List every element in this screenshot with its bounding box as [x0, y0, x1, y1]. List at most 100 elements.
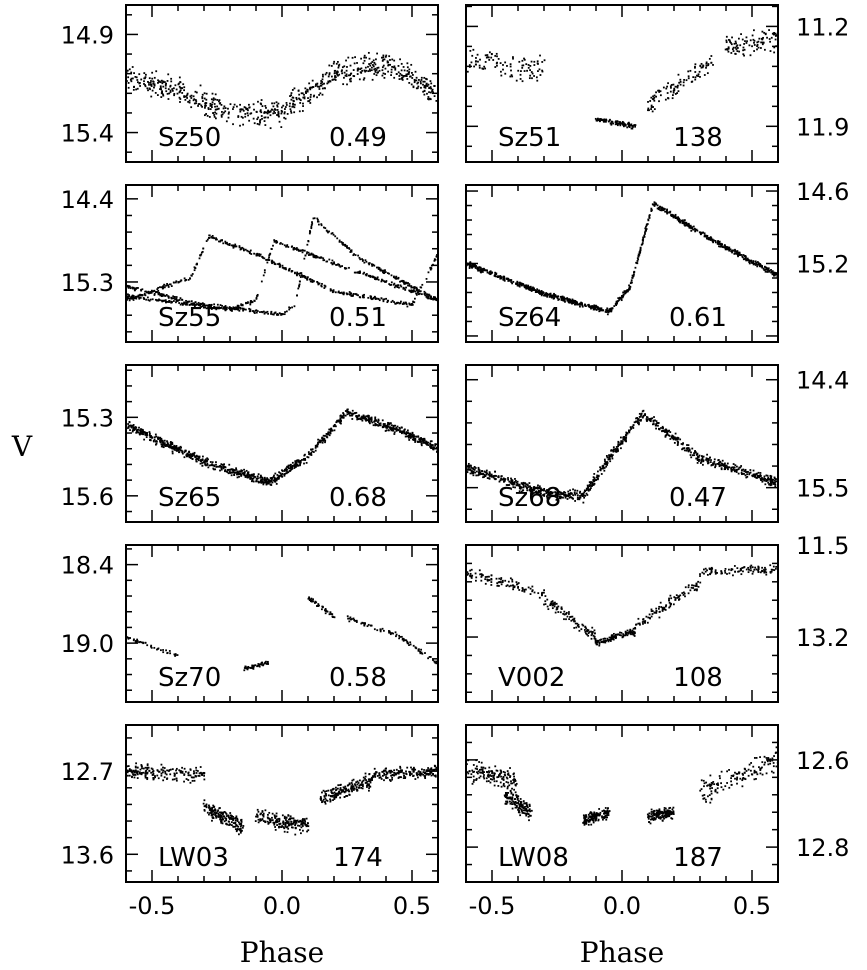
data-point	[588, 304, 590, 307]
data-point	[140, 294, 143, 297]
data-point	[710, 237, 713, 239]
data-point	[362, 62, 365, 65]
data-point	[242, 247, 245, 250]
data-point	[136, 81, 139, 84]
data-point	[162, 293, 164, 296]
data-point	[307, 100, 310, 103]
data-point	[241, 246, 244, 249]
data-point	[694, 78, 697, 81]
data-point	[373, 73, 376, 75]
data-point	[149, 292, 152, 294]
data-point	[229, 468, 232, 471]
data-point	[518, 490, 521, 493]
data-point	[298, 110, 301, 113]
data-point	[162, 442, 165, 445]
data-point	[263, 111, 266, 113]
data-point	[400, 300, 402, 303]
data-point	[743, 48, 746, 51]
data-point	[248, 252, 251, 255]
data-point	[383, 269, 385, 272]
data-point	[573, 299, 576, 302]
data-point	[472, 264, 475, 266]
data-point	[259, 120, 261, 123]
data-point	[127, 86, 130, 89]
data-point	[405, 286, 408, 289]
data-point	[568, 496, 571, 499]
data-point	[584, 304, 587, 306]
data-point	[205, 458, 207, 461]
data-point	[414, 290, 417, 293]
data-point	[260, 115, 263, 117]
data-point	[302, 96, 305, 99]
data-point	[172, 281, 175, 284]
data-point	[709, 236, 712, 239]
data-point	[420, 441, 423, 443]
data-point	[226, 241, 228, 244]
data-point	[135, 295, 138, 298]
data-point	[366, 415, 369, 418]
data-point	[479, 266, 482, 269]
data-point	[342, 242, 344, 244]
data-point	[363, 77, 366, 80]
data-point	[595, 308, 597, 311]
data-point	[390, 427, 393, 430]
data-point	[198, 455, 201, 458]
data-point	[363, 417, 366, 420]
data-point	[138, 426, 140, 429]
data-point	[598, 118, 600, 121]
data-point	[376, 52, 379, 55]
data-point	[377, 419, 380, 422]
data-point	[193, 451, 196, 454]
data-point	[614, 123, 617, 126]
data-point	[268, 259, 271, 261]
data-point	[642, 238, 645, 240]
data-point	[423, 90, 426, 92]
data-point	[170, 301, 173, 304]
data-point	[142, 433, 144, 436]
data-point	[328, 434, 331, 437]
data-point	[540, 290, 543, 293]
data-point	[183, 456, 186, 459]
data-point	[666, 92, 669, 94]
data-point	[383, 424, 386, 426]
data-point	[280, 474, 283, 477]
data-point	[528, 489, 531, 492]
data-point	[129, 78, 132, 81]
data-point	[717, 241, 720, 243]
data-point	[332, 290, 335, 293]
data-point	[255, 311, 258, 314]
data-point	[367, 262, 370, 265]
data-point	[753, 44, 756, 46]
data-point	[591, 306, 594, 309]
data-point	[697, 75, 700, 77]
data-point	[318, 94, 321, 96]
data-point	[650, 106, 653, 108]
data-point	[362, 272, 365, 275]
data-point	[153, 438, 156, 441]
data-point	[725, 464, 728, 467]
data-point	[752, 262, 754, 265]
data-point	[224, 309, 227, 312]
data-point	[203, 97, 206, 100]
data-point	[407, 284, 409, 287]
data-point	[552, 491, 554, 494]
data-point	[256, 254, 259, 257]
data-point	[377, 278, 380, 281]
data-point	[265, 258, 268, 261]
data-point	[334, 76, 337, 79]
data-point	[685, 449, 688, 452]
data-point	[399, 72, 402, 75]
data-point	[576, 498, 579, 501]
data-point	[348, 248, 351, 250]
data-point	[495, 62, 498, 65]
data-point	[223, 111, 225, 114]
data-point	[267, 482, 270, 485]
data-point	[653, 99, 656, 102]
data-point	[428, 293, 430, 296]
data-point	[636, 421, 639, 423]
data-point	[468, 64, 471, 66]
data-point	[429, 440, 432, 443]
data-point	[175, 301, 177, 304]
data-point	[325, 435, 328, 438]
data-point	[645, 223, 648, 226]
